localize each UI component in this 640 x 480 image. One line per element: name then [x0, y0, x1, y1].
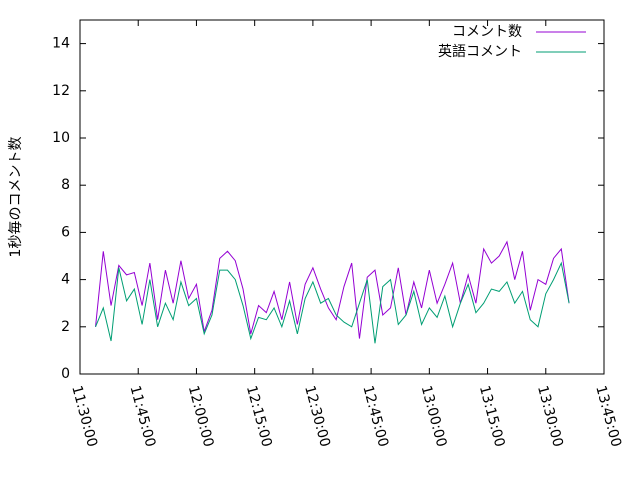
- x-tick-label: 13:15:00: [476, 384, 508, 449]
- y-tick-label: 6: [61, 224, 70, 240]
- y-tick-label: 0: [61, 366, 70, 382]
- x-tick-label: 11:30:00: [68, 384, 100, 449]
- y-tick-label: 2: [61, 319, 70, 335]
- series-line: [95, 261, 570, 344]
- y-tick-label: 8: [61, 177, 70, 193]
- y-axis-label: 1秒毎のコメント数: [8, 137, 24, 258]
- x-tick-label: 12:30:00: [301, 384, 333, 449]
- plot-frame: [79, 19, 605, 375]
- legend-label: 英語コメント: [438, 43, 522, 60]
- y-tick-label: 4: [61, 272, 70, 288]
- series-line: [95, 240, 570, 339]
- x-tick-label: 12:45:00: [359, 384, 391, 449]
- x-tick-label: 11:45:00: [126, 384, 158, 449]
- y-tick-label: 14: [52, 36, 70, 52]
- legend-label: コメント数: [452, 24, 522, 40]
- y-tick-label: 10: [52, 130, 70, 146]
- x-tick-label: 13:00:00: [418, 384, 450, 449]
- x-tick-label: 12:00:00: [185, 384, 217, 449]
- x-tick-label: 13:30:00: [534, 384, 566, 449]
- x-tick-label: 13:45:00: [592, 384, 624, 449]
- x-tick-label: 12:15:00: [243, 384, 275, 449]
- y-tick-label: 12: [52, 83, 70, 99]
